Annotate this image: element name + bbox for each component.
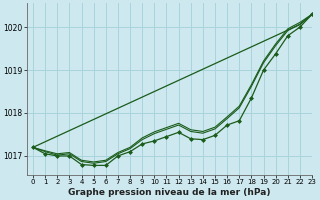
X-axis label: Graphe pression niveau de la mer (hPa): Graphe pression niveau de la mer (hPa) — [68, 188, 271, 197]
